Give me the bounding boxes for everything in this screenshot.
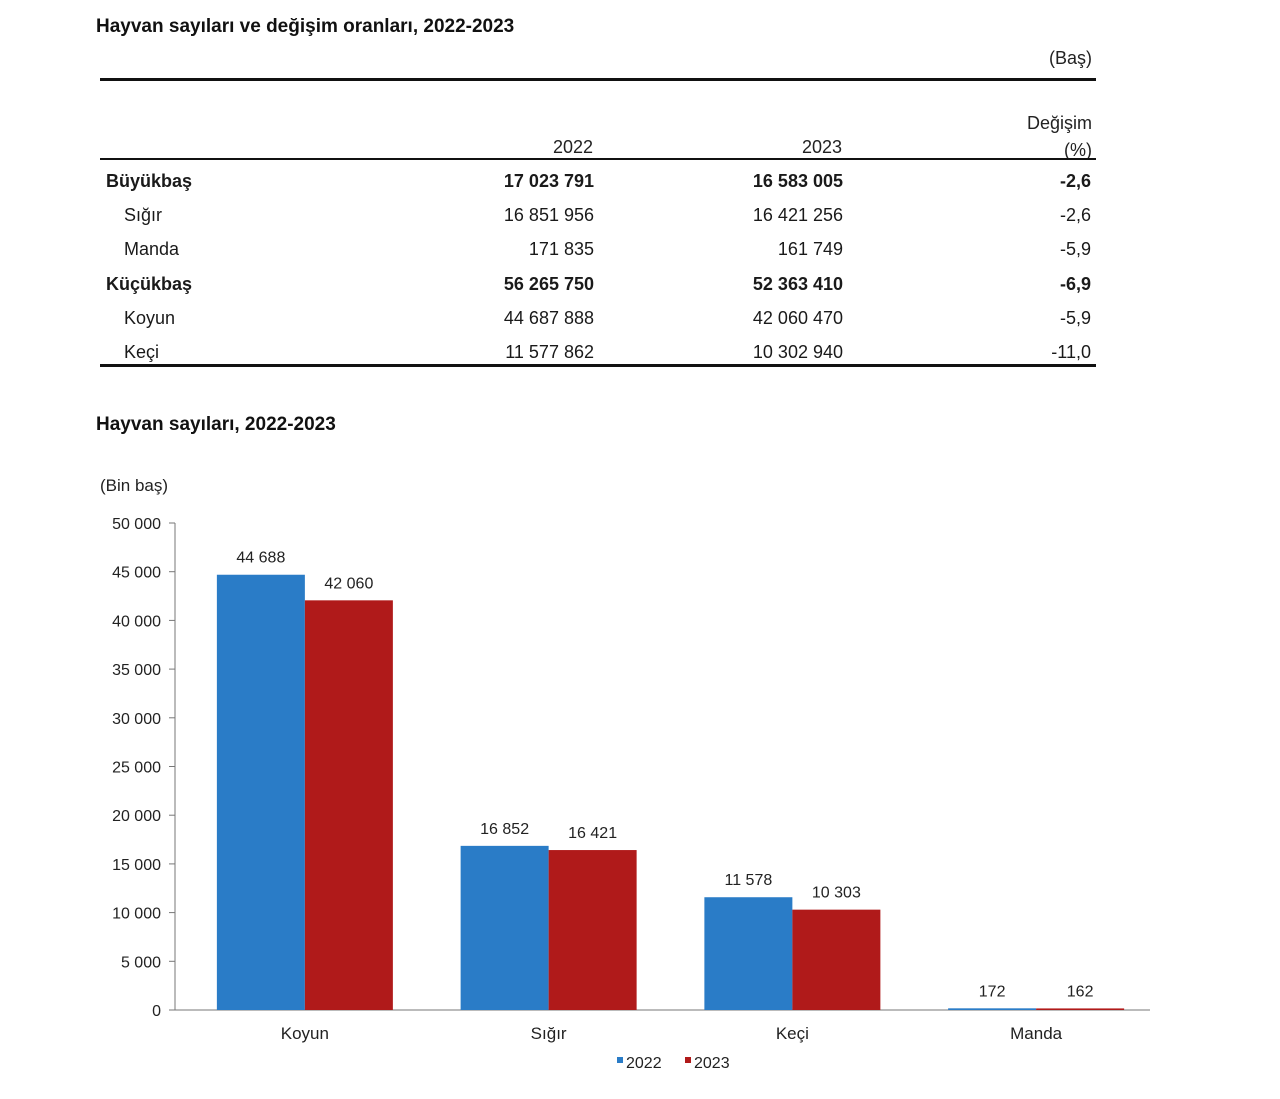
value-2022: 17 023 791	[503, 171, 594, 191]
y-tick-label: 15 000	[112, 857, 161, 874]
change-header-line2: (%)	[1064, 140, 1092, 160]
y-tick-label: 35 000	[112, 662, 161, 679]
row-label: Keçi	[124, 342, 160, 362]
change-percent: -5,9	[1059, 239, 1091, 260]
bar-2022-koyun	[216, 574, 305, 1010]
data-label: 44 688	[236, 550, 285, 567]
data-label: 11 578	[725, 872, 773, 889]
y-tick-label: 5 000	[121, 954, 161, 971]
column-header-2022: 2022	[552, 137, 593, 157]
table-row: Keçi 11 577 862 10 302 940 -11,0	[100, 336, 1096, 370]
value-2022: 16 851 956	[503, 205, 594, 226]
y-tick-label: 40 000	[112, 613, 161, 630]
x-category-label: Sığır	[531, 1024, 567, 1043]
table-bottom-rule	[100, 364, 1096, 367]
value-2022: 171 835	[528, 239, 594, 260]
value-2023: 52 363 410	[752, 273, 843, 294]
legend-swatch-2022	[617, 1057, 623, 1063]
row-label: Sığır	[124, 205, 163, 226]
table-unit-note: (Baş)	[1048, 48, 1092, 68]
bar-2022-sığır	[460, 845, 549, 1010]
y-tick-label: 0	[152, 1003, 161, 1020]
x-category-label: Koyun	[281, 1024, 329, 1043]
value-2022: 56 265 750	[503, 273, 594, 294]
bar-2023-sığır	[548, 850, 637, 1010]
y-tick-label: 10 000	[112, 906, 161, 923]
table-row: Sığır 16 851 956 16 421 256 -2,6	[100, 199, 1096, 233]
y-tick-label: 30 000	[112, 711, 161, 728]
y-tick-label: 45 000	[112, 565, 161, 582]
row-label: Koyun	[124, 307, 176, 328]
change-header-line1: Değişim	[1026, 113, 1092, 133]
change-percent: -5,9	[1059, 307, 1091, 328]
data-label: 42 060	[324, 575, 373, 592]
change-percent: -2,6	[1059, 171, 1091, 191]
table-row: Büyükbaş 17 023 791 16 583 005 -2,6	[100, 165, 1096, 199]
legend-label-2023: 2023	[694, 1055, 730, 1072]
change-percent: -11,0	[1051, 342, 1091, 362]
change-percent: -6,9	[1059, 273, 1091, 294]
data-label: 16 421	[568, 825, 617, 842]
column-header-change: Değişim (%)	[1027, 110, 1092, 164]
data-label: 10 303	[812, 885, 861, 902]
data-label: 172	[979, 983, 1006, 1000]
value-2023: 42 060 470	[752, 307, 843, 328]
legend-swatch-2023	[685, 1057, 691, 1063]
bar-2023-koyun	[304, 600, 393, 1010]
x-category-label: Keçi	[776, 1024, 809, 1043]
value-2023: 16 421 256	[752, 205, 843, 226]
table-row: Koyun 44 687 888 42 060 470 -5,9	[100, 302, 1096, 336]
table-title: Hayvan sayıları ve değişim oranları, 202…	[96, 16, 515, 37]
value-2023: 16 583 005	[752, 171, 843, 191]
chart-title: Hayvan sayıları, 2022-2023	[96, 414, 336, 435]
value-2023: 161 749	[777, 239, 843, 260]
row-label: Küçükbaş	[106, 273, 193, 294]
table-row: Küçükbaş 56 265 750 52 363 410 -6,9	[100, 268, 1096, 302]
bar-2023-manda	[1036, 1008, 1125, 1010]
bar-2023-keçi	[792, 909, 881, 1010]
column-header-2023: 2023	[801, 137, 842, 157]
change-percent: -2,6	[1059, 205, 1091, 226]
table-header-rule	[100, 158, 1096, 160]
value-2022: 44 687 888	[503, 307, 594, 328]
y-tick-label: 20 000	[112, 808, 161, 825]
legend-label-2022: 2022	[626, 1055, 662, 1072]
table-row: Manda 171 835 161 749 -5,9	[100, 233, 1096, 267]
data-label: 162	[1067, 983, 1094, 1000]
row-label: Manda	[124, 239, 180, 260]
data-label: 16 852	[480, 821, 529, 838]
value-2023: 10 302 940	[752, 342, 843, 362]
value-2022: 11 577 862	[505, 342, 594, 362]
chart-y-unit: (Bin baş)	[100, 476, 169, 495]
y-tick-label: 25 000	[112, 760, 161, 777]
bar-2022-keçi	[704, 897, 793, 1010]
bar-2022-manda	[948, 1008, 1037, 1010]
y-tick-label: 50 000	[112, 516, 161, 533]
table-top-rule	[100, 78, 1096, 81]
row-label: Büyükbaş	[106, 171, 193, 191]
x-category-label: Manda	[1010, 1024, 1063, 1043]
